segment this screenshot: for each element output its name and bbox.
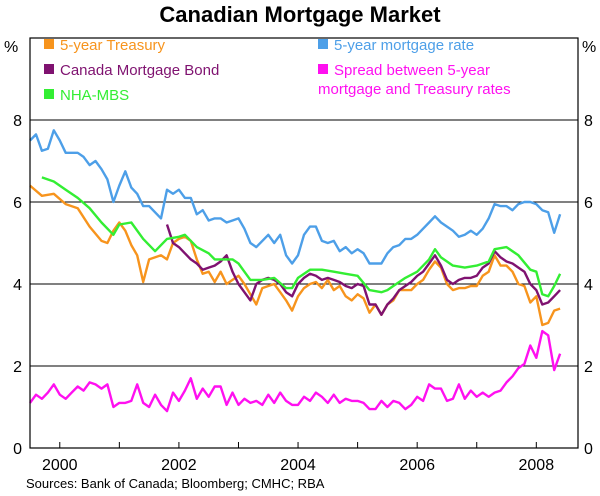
y-tick-left-6: 6 xyxy=(13,195,22,212)
y-tick-left-2: 2 xyxy=(13,359,22,376)
x-tick-label-2006: 2006 xyxy=(399,457,435,474)
legend-swatch-4 xyxy=(318,64,328,74)
legend-label-3: NHA-MBS xyxy=(60,87,129,104)
legend-swatch-0 xyxy=(44,39,54,49)
series-line-3 xyxy=(41,176,562,298)
y-tick-right-4: 4 xyxy=(584,277,593,294)
legend-label-1: 5-year mortgage rate xyxy=(334,37,474,54)
y-tick-right-6: 6 xyxy=(584,195,593,212)
series-line-4 xyxy=(29,329,562,413)
y-tick-right-0: 0 xyxy=(584,441,593,458)
chart-source: Sources: Bank of Canada; Bloomberg; CMHC… xyxy=(26,476,325,491)
y-unit-right: % xyxy=(582,39,596,56)
legend-swatch-3 xyxy=(44,89,54,99)
chart-title: Canadian Mortgage Market xyxy=(159,2,441,27)
legend-swatch-1 xyxy=(318,39,328,49)
series-line-0 xyxy=(29,184,561,327)
legend-label-0: 5-year Treasury xyxy=(60,37,166,54)
legend-swatch-2 xyxy=(44,64,54,74)
y-unit-left: % xyxy=(4,39,18,56)
y-tick-left-4: 4 xyxy=(13,277,22,294)
legend-label-4: Spread between 5-year mortgage and Treasu… xyxy=(318,62,511,98)
y-tick-right-2: 2 xyxy=(584,359,593,376)
x-tick-label-2002: 2002 xyxy=(161,457,197,474)
plot-frame xyxy=(29,37,579,449)
series-line-1 xyxy=(29,129,562,265)
x-tick-label-2000: 2000 xyxy=(42,457,78,474)
y-tick-right-8: 8 xyxy=(584,113,593,130)
legend-label-2: Canada Mortgage Bond xyxy=(60,62,219,79)
x-tick-label-2004: 2004 xyxy=(280,457,316,474)
y-tick-left-8: 8 xyxy=(13,113,22,130)
x-tick-label-2008: 2008 xyxy=(519,457,555,474)
y-tick-left-0: 0 xyxy=(13,441,22,458)
